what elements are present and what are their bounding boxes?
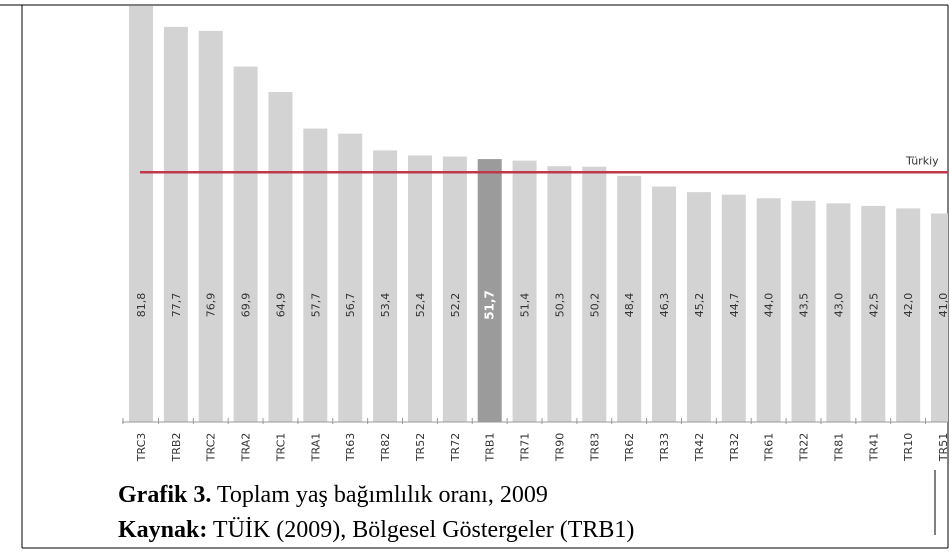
caption-text: Toplam yaş bağımlılık oranı, 2009 xyxy=(211,482,548,508)
x-tick-label: TRB1 xyxy=(484,433,497,463)
value-label: 42,5 xyxy=(867,293,880,318)
value-label: 76,9 xyxy=(205,293,218,318)
x-tick-label: TR81 xyxy=(832,433,845,462)
bar xyxy=(129,6,153,423)
bar xyxy=(617,175,642,422)
value-label: 41,0 xyxy=(937,293,950,318)
bar xyxy=(756,198,781,422)
bar xyxy=(338,133,363,422)
caption: Grafik 3. Toplam yaş bağımlılık oranı, 2… xyxy=(118,482,548,508)
value-label: 52,2 xyxy=(449,293,462,318)
x-tick-label: TR83 xyxy=(588,433,601,462)
x-tick-label: TR82 xyxy=(379,433,392,462)
x-tick-label: TR52 xyxy=(414,433,427,462)
caption-label: Grafik 3. xyxy=(118,482,211,508)
bar xyxy=(233,66,258,422)
x-tick-label: TR32 xyxy=(728,433,741,462)
source: Kaynak: TÜİK (2009), Bölgesel Göstergele… xyxy=(118,517,634,543)
value-label: 51,4 xyxy=(519,293,532,318)
reference-label: Türkiy xyxy=(905,154,939,167)
value-label: 52,4 xyxy=(414,293,427,318)
value-label: 64,9 xyxy=(274,293,287,318)
x-tick-label: TRC3 xyxy=(135,433,148,463)
bar xyxy=(477,159,502,422)
bar xyxy=(373,150,398,422)
x-tick-label: TR42 xyxy=(693,433,706,462)
bar xyxy=(268,91,293,423)
value-label: 51,7 xyxy=(483,290,497,320)
value-label: 45,2 xyxy=(693,293,706,318)
x-tick-label: TR61 xyxy=(763,433,776,462)
value-label: 50,3 xyxy=(553,293,566,318)
bar xyxy=(163,26,188,423)
x-tick-label: TRC1 xyxy=(274,433,287,463)
value-label: 48,4 xyxy=(623,293,636,318)
x-tick-label: TR41 xyxy=(867,433,880,462)
x-tick-label: TR63 xyxy=(344,433,357,462)
bar xyxy=(721,194,746,422)
x-tick-label: TR33 xyxy=(658,433,671,462)
value-label: 50,2 xyxy=(588,293,601,318)
bar xyxy=(512,160,537,423)
x-tick-label: TR22 xyxy=(798,433,811,462)
value-label: 44,0 xyxy=(763,293,776,318)
bar xyxy=(861,205,886,422)
value-label: 42,0 xyxy=(902,293,915,318)
source-label: Kaynak: xyxy=(118,517,207,543)
x-tick-label: TR10 xyxy=(902,433,915,462)
bar xyxy=(896,208,921,422)
value-label: 56,7 xyxy=(344,293,357,318)
value-label: 81,8 xyxy=(135,293,148,318)
bar xyxy=(686,192,711,422)
value-label: 46,3 xyxy=(658,293,671,318)
x-tick-label: TRA2 xyxy=(240,433,253,462)
value-label: 53,4 xyxy=(379,293,392,318)
x-tick-label: TR51 xyxy=(937,433,950,462)
bar xyxy=(931,213,948,422)
value-label: 43,0 xyxy=(832,293,845,318)
bar xyxy=(198,30,223,423)
x-tick-label: TRB2 xyxy=(170,433,183,463)
x-tick-label: TR62 xyxy=(623,433,636,462)
bar xyxy=(303,128,328,422)
bar xyxy=(582,166,607,422)
x-tick-label: TRA1 xyxy=(309,433,322,462)
bar xyxy=(547,166,572,422)
bar xyxy=(442,156,467,423)
bar xyxy=(826,203,851,422)
x-tick-label: TR72 xyxy=(449,433,462,462)
plot: 81,8 TRC3 77,7 TRB2 76,9 TRC2 69,9 TRA2 64,9 TRC1… xyxy=(122,6,950,463)
value-label: 44,7 xyxy=(728,293,741,318)
source-text: TÜİK (2009), Bölgesel Göstergeler (TRB1) xyxy=(207,517,634,543)
value-label: 43,5 xyxy=(798,293,811,318)
value-label: 77,7 xyxy=(170,293,183,318)
x-tick-label: TR90 xyxy=(553,433,566,462)
bar xyxy=(407,155,432,422)
value-label: 69,9 xyxy=(240,293,253,318)
bar xyxy=(791,200,816,422)
bar xyxy=(652,186,677,422)
x-tick-label: TRC2 xyxy=(205,433,218,463)
x-tick-label: TR71 xyxy=(519,433,532,462)
value-label: 57,7 xyxy=(309,293,322,318)
